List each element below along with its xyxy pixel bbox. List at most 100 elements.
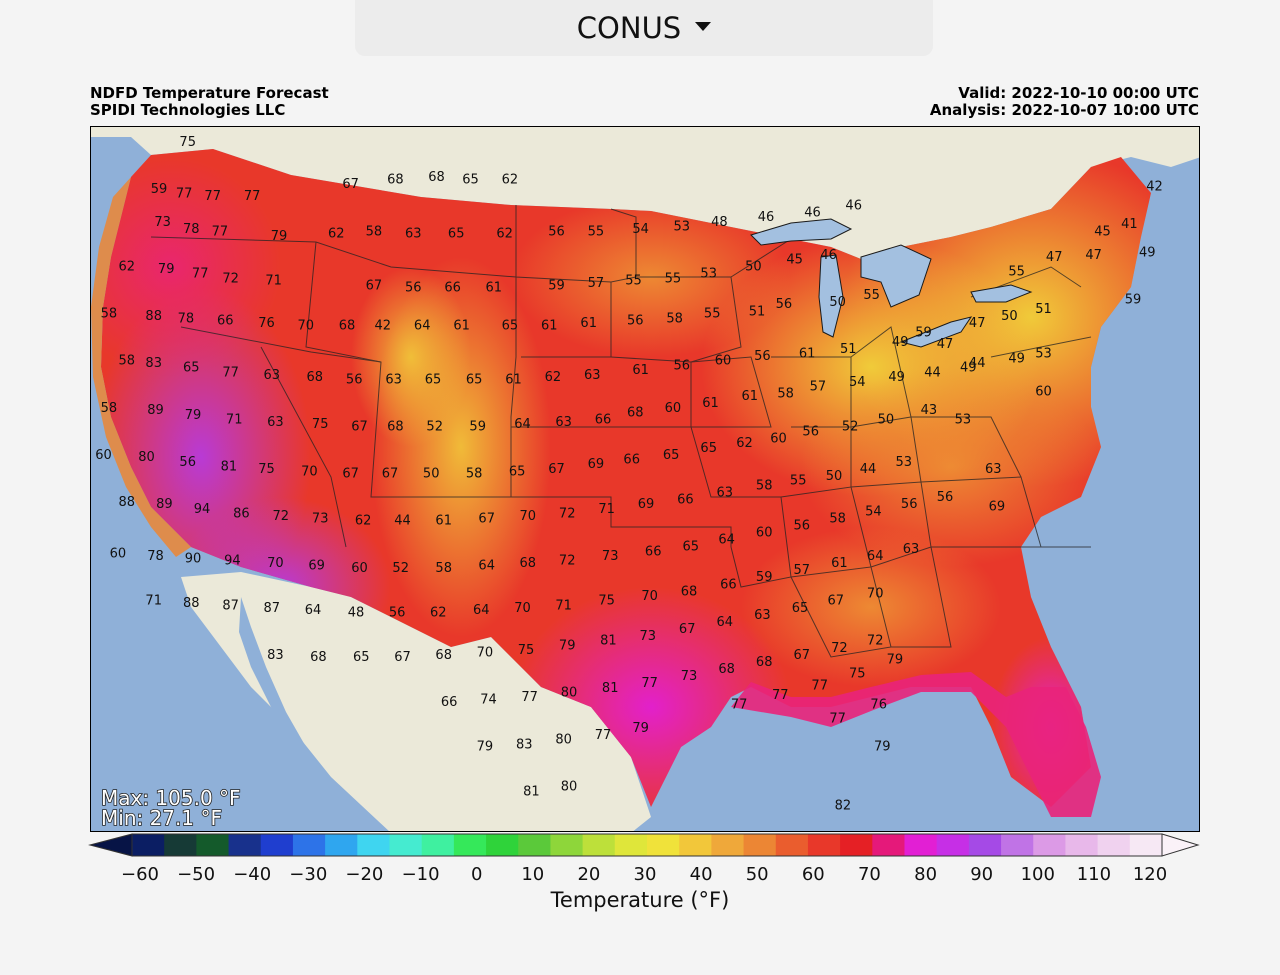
colorbar-cell: [1001, 834, 1034, 856]
colorbar-cell: [807, 834, 841, 856]
temperature-label: 50: [829, 295, 846, 310]
temperature-label: 75: [258, 462, 275, 477]
state-borders: [150, 205, 1092, 658]
temperature-label: 44: [860, 462, 877, 477]
colorbar-cell: [1097, 834, 1131, 856]
temperature-label: 55: [588, 224, 605, 239]
colorbar-tick-label: −30: [289, 864, 327, 885]
temperature-label: 79: [477, 740, 494, 755]
temperature-label: 53: [896, 455, 913, 470]
map-header-left: NDFD Temperature Forecast SPIDI Technolo…: [90, 85, 329, 119]
temperature-label: 68: [387, 173, 404, 188]
temperature-label: 53: [674, 220, 691, 235]
temperature-label: 61: [702, 396, 719, 411]
temperature-label: 70: [514, 601, 531, 616]
temperature-label: 71: [265, 274, 282, 289]
temperature-label: 50: [745, 260, 762, 275]
temperature-label: 53: [700, 267, 717, 282]
colorbar-title: Temperature (°F): [550, 888, 730, 912]
temperature-label: 60: [715, 354, 732, 369]
temperature-label: 72: [831, 641, 848, 656]
temperature-label: 68: [307, 370, 324, 385]
stats-annotation: Max: 105.0 °F Min: 27.1 °F: [100, 785, 241, 831]
colorbar-cell: [614, 834, 648, 856]
colorbar-cell: [679, 834, 712, 856]
colorbar-cell: [904, 834, 938, 856]
temperature-label: 76: [870, 697, 887, 712]
temperature-label: 62: [736, 436, 753, 451]
temperature-label: 75: [312, 417, 329, 432]
temperature-label: 67: [366, 278, 383, 293]
temperature-label: 64: [867, 549, 884, 564]
temperature-label: 50: [826, 469, 843, 484]
temperature-label: 79: [887, 653, 904, 668]
temperature-label: 88: [145, 309, 162, 324]
temperature-label: 61: [435, 514, 452, 529]
temperature-label: 70: [298, 318, 315, 333]
temperature-label: 68: [310, 650, 327, 665]
temperature-label: 46: [758, 210, 775, 225]
chevron-down-icon: [695, 21, 712, 31]
colorbar-cell: [164, 834, 197, 856]
temperature-label: 56: [627, 314, 644, 329]
temperature-label: 63: [555, 415, 572, 430]
temperature-label: 77: [212, 224, 229, 239]
temperature-label: 56: [754, 349, 771, 364]
temperature-label: 46: [804, 205, 821, 220]
colorbar-border: [131, 833, 1163, 857]
colorbar-tick-label: 0: [471, 864, 482, 885]
temperature-label: 70: [520, 509, 537, 524]
temperature-label: 83: [145, 356, 162, 371]
temperature-label: 64: [414, 318, 431, 333]
temperature-label: 80: [138, 450, 155, 465]
temperature-label: 90: [185, 551, 202, 566]
colorbar-cell: [711, 834, 745, 856]
canada-land: [91, 127, 1199, 259]
temperature-label: 61: [799, 347, 816, 362]
temperature-label: 47: [1085, 248, 1102, 263]
colorbar-cell: [1129, 834, 1163, 856]
mexico-land: [181, 572, 651, 831]
temperature-label: 94: [194, 502, 211, 517]
temperature-label: 54: [865, 504, 882, 519]
colorbar-cells: [88, 833, 1200, 857]
temperature-label: 79: [559, 638, 576, 653]
temperature-label: 60: [770, 431, 787, 446]
analysis-time: Analysis: 2022-10-07 10:00 UTC: [929, 101, 1199, 119]
colorbar-cell: [132, 834, 165, 856]
colorbar-ticks: −60 −50 −40 −30 −20 −10 0 10 20 30 40 50 60 70 80 90 100…: [121, 864, 1167, 885]
colorbar-tick-label: 90: [970, 864, 993, 885]
temperature-label: 83: [516, 737, 533, 752]
temperature-label: 52: [392, 561, 409, 576]
temperature-map[interactable]: 75 59 77 77 77 67 68 68 65 62 73 78 77 79 62 58 63 65 62 56…: [90, 126, 1200, 832]
temperature-label: 75: [518, 643, 535, 658]
temperature-label: 79: [874, 740, 891, 755]
temperature-label: 67: [351, 420, 368, 435]
temperature-label: 65: [700, 441, 717, 456]
temperature-label: 49: [960, 361, 977, 376]
region-dropdown[interactable]: CONUS: [355, 0, 933, 56]
temperature-label: 42: [375, 318, 392, 333]
temperature-label: 68: [435, 648, 452, 663]
temperature-label: 58: [435, 561, 452, 576]
colorbar-cell: [228, 834, 262, 856]
colorbar-tick-label: −50: [177, 864, 215, 885]
temperature-label: 42: [1146, 180, 1163, 195]
temperature-label: 63: [264, 368, 281, 383]
temperature-label: 61: [486, 281, 503, 296]
temperature-label: 60: [756, 526, 773, 541]
lake-superior: [750, 218, 853, 246]
temperature-label: 59: [756, 570, 773, 585]
temperature-label: 50: [423, 467, 440, 482]
temperature-label: 58: [366, 224, 383, 239]
temperature-label: 56: [776, 297, 793, 312]
temperature-label: 53: [1035, 347, 1052, 362]
temperature-label: 55: [665, 271, 682, 286]
temperature-label: 64: [478, 558, 495, 573]
temperature-label: 77: [222, 366, 239, 381]
temperature-label: 62: [430, 606, 447, 621]
colorbar-tick-label: 20: [577, 864, 600, 885]
temperature-label: 81: [602, 681, 619, 696]
min-stat: Min: 27.1 °F: [101, 806, 222, 830]
colorbar-cell: [872, 834, 905, 856]
